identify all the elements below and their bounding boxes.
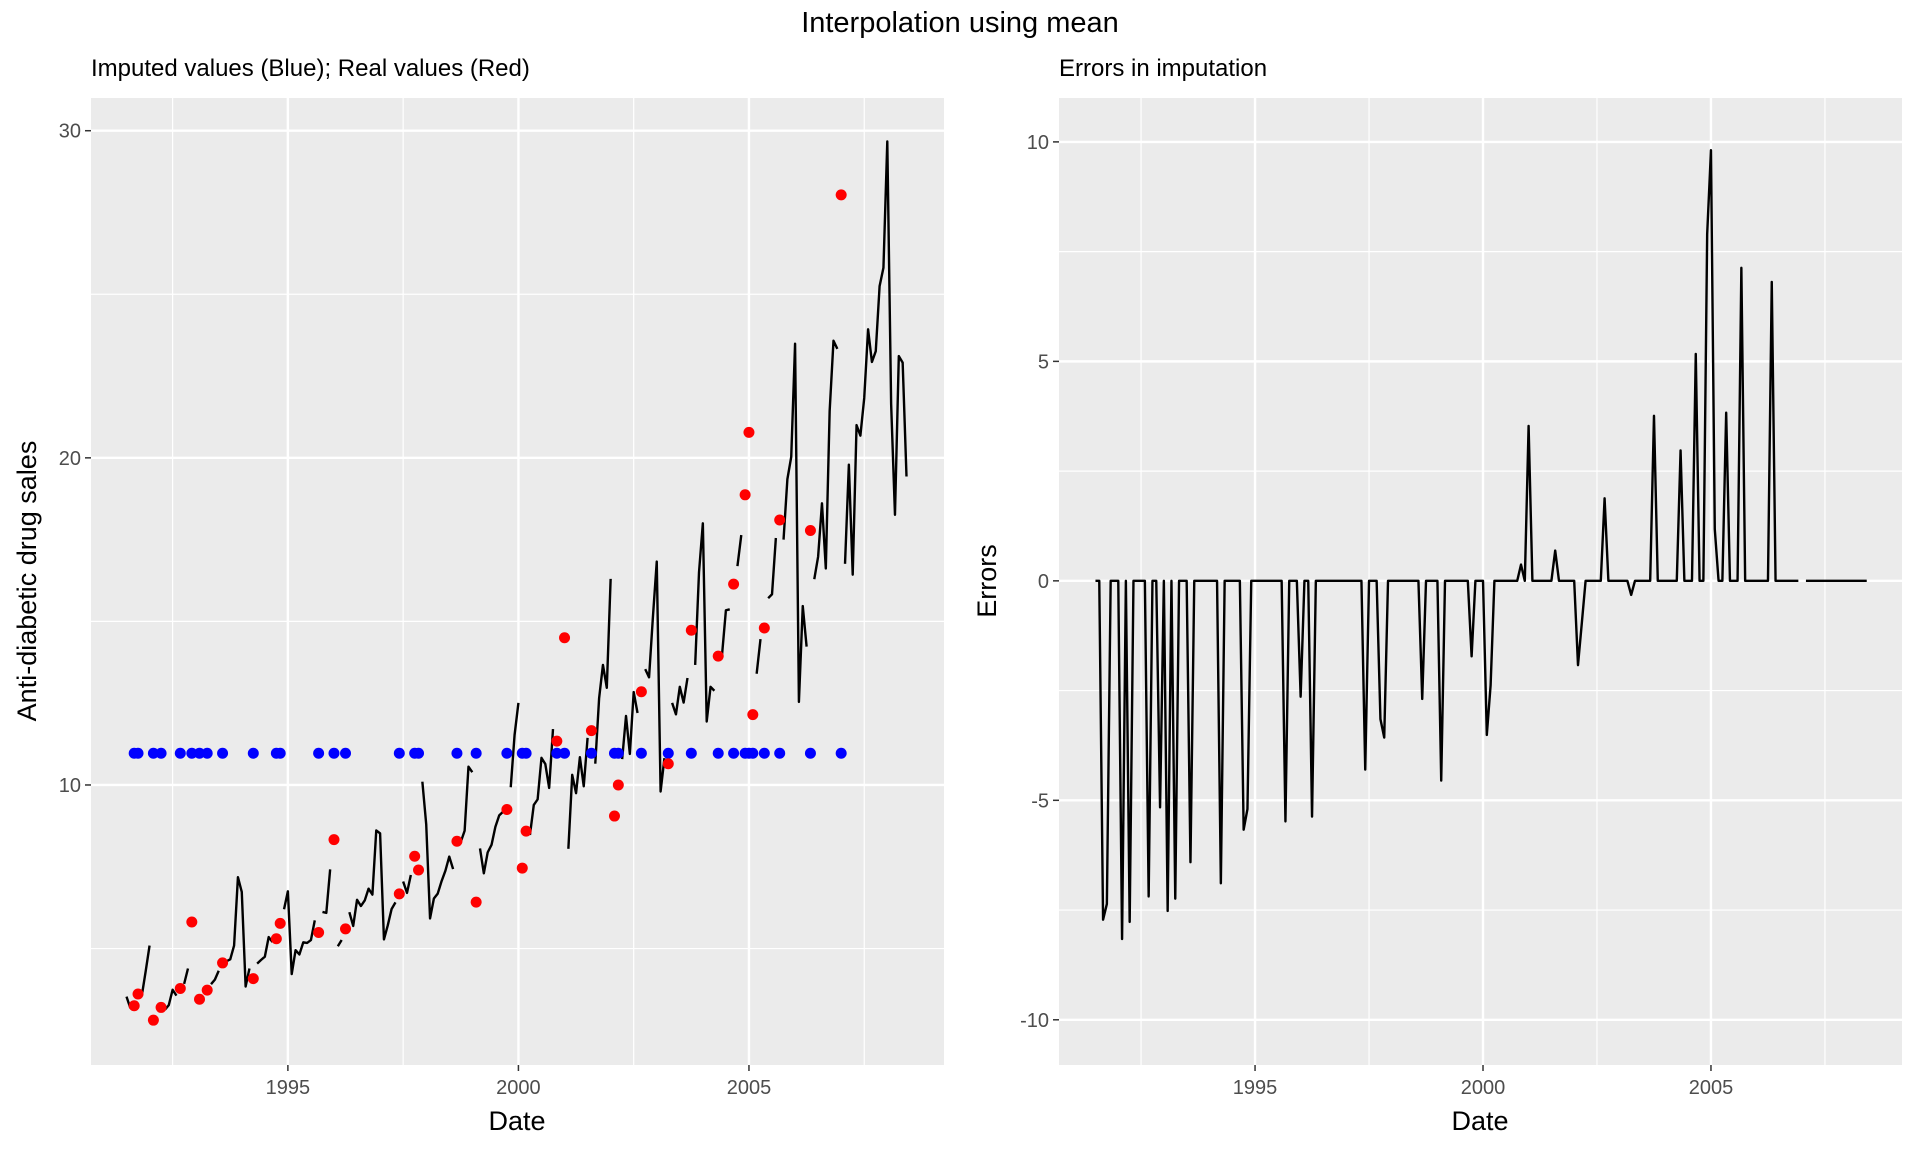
real-value-point (739, 489, 751, 501)
imputed-value-point (835, 747, 847, 759)
imputed-value-point (217, 747, 229, 759)
imputed-value-point (585, 747, 597, 759)
imputed-value-point (635, 747, 647, 759)
real-value-point (270, 933, 282, 945)
right-y-tick-label: 0 (1038, 571, 1049, 593)
real-value-point (728, 578, 740, 590)
real-value-point (612, 779, 624, 791)
right-x-tick-label: 2005 (1689, 1077, 1734, 1099)
imputed-value-point (328, 747, 340, 759)
right-y-tick-label: -10 (1020, 1010, 1049, 1032)
imputed-value-point (451, 747, 463, 759)
imputed-value-point (340, 747, 352, 759)
real-value-point (520, 825, 532, 837)
real-value-point (194, 993, 206, 1005)
real-value-point (585, 725, 597, 737)
imputed-value-point (804, 747, 816, 759)
right-y-tick-label: 10 (1027, 132, 1049, 154)
real-value-point (247, 973, 259, 985)
real-value-point (559, 632, 571, 644)
real-value-point (186, 916, 198, 928)
real-value-point (274, 917, 286, 929)
left-y-tick-label: 10 (59, 775, 81, 797)
imputed-value-point (520, 747, 532, 759)
real-value-point (147, 1014, 159, 1026)
right-x-axis-title: Date (1451, 1106, 1508, 1136)
real-value-point (501, 804, 513, 816)
real-value-point (313, 927, 325, 939)
imputed-value-point (393, 747, 405, 759)
imputed-value-point (662, 747, 674, 759)
real-value-point (393, 888, 405, 900)
real-value-point (804, 524, 816, 536)
real-value-point (328, 834, 340, 846)
figure-title: Interpolation using mean (801, 7, 1119, 39)
real-value-point (551, 735, 563, 747)
left-panel-subtitle: Imputed values (Blue); Real values (Red) (91, 55, 530, 82)
left-y-tick-label: 20 (59, 448, 81, 470)
imputed-value-point (758, 747, 770, 759)
right-panel-subtitle: Errors in imputation (1059, 55, 1267, 82)
imputed-value-point (194, 747, 206, 759)
real-value-point (635, 686, 647, 698)
real-value-point (201, 984, 213, 996)
real-value-point (685, 624, 697, 636)
imputed-value-point (685, 747, 697, 759)
real-value-point (132, 988, 144, 1000)
imputed-value-point (551, 747, 563, 759)
imputed-value-point (747, 747, 759, 759)
imputed-value-point (612, 747, 624, 759)
real-value-point (451, 835, 463, 847)
left-x-tick-label: 2005 (727, 1077, 772, 1099)
real-value-point (516, 862, 528, 874)
real-value-point (174, 982, 186, 994)
real-value-point (662, 758, 674, 770)
imputed-value-point (186, 747, 198, 759)
imputed-value-point (712, 747, 724, 759)
real-value-point (835, 189, 847, 201)
imputed-value-point (413, 747, 425, 759)
real-value-point (340, 923, 352, 935)
right-panel-errors: Errors in imputation Date Errors 1995 200… (972, 55, 1902, 1136)
left-x-axis-title: Date (488, 1106, 545, 1136)
real-value-point (747, 709, 759, 721)
real-value-point (413, 864, 425, 876)
real-value-point (470, 896, 482, 908)
real-value-point (128, 1000, 140, 1012)
imputed-value-point (247, 747, 259, 759)
real-value-point (743, 426, 755, 438)
imputed-value-point (501, 747, 513, 759)
real-value-point (155, 1001, 167, 1013)
imputed-value-point (313, 747, 325, 759)
imputed-value-point (201, 747, 213, 759)
imputed-value-point (155, 747, 167, 759)
real-value-point (217, 957, 229, 969)
right-x-tick-label: 2000 (1461, 1077, 1506, 1099)
right-x-tick-label: 1995 (1233, 1077, 1278, 1099)
imputed-value-point (147, 747, 159, 759)
left-panel-imputed-vs-real: Imputed values (Blue); Real values (Red)… (12, 55, 944, 1136)
real-value-point (712, 650, 724, 662)
imputed-value-point (559, 747, 571, 759)
right-y-tick-label: 5 (1038, 351, 1049, 373)
imputed-value-point (470, 747, 482, 759)
imputed-value-point (774, 747, 786, 759)
left-y-axis-title: Anti-diabetic drug sales (12, 441, 42, 722)
left-y-tick-label: 30 (59, 121, 81, 143)
real-value-point (409, 850, 421, 862)
observed-series-line (125, 140, 908, 1011)
left-x-tick-label: 2000 (496, 1077, 541, 1099)
left-x-tick-label: 1995 (266, 1077, 311, 1099)
error-series-line (1095, 149, 1867, 941)
real-value-point (774, 514, 786, 526)
real-value-point (608, 810, 620, 822)
imputed-value-point (728, 747, 740, 759)
real-value-point (758, 622, 770, 634)
right-y-axis-title: Errors (972, 544, 1002, 618)
imputed-value-point (132, 747, 144, 759)
right-y-tick-label: -5 (1031, 790, 1049, 812)
imputed-value-point (274, 747, 286, 759)
imputed-value-point (174, 747, 186, 759)
